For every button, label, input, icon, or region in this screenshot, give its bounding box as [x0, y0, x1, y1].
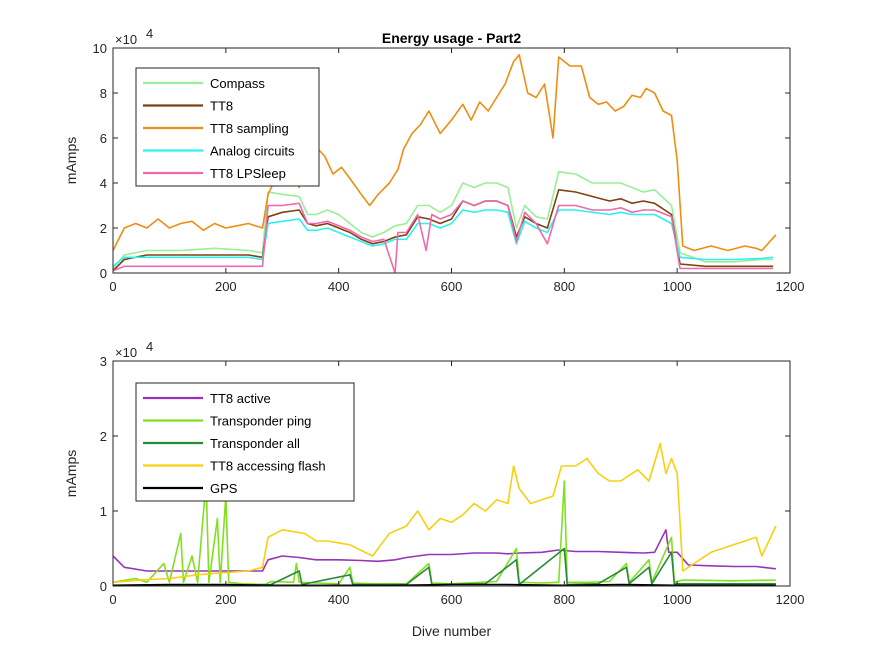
- x-tick-label-6: 1200: [776, 592, 805, 607]
- y-tick-label-4: 8: [100, 86, 107, 101]
- x-tick-label-5: 1000: [663, 592, 692, 607]
- y-exponent-label: ×10: [115, 32, 137, 47]
- series-line-4: [113, 200, 774, 273]
- legend-entry-2: TT8 sampling: [210, 121, 289, 136]
- x-tick-label-2: 400: [328, 279, 350, 294]
- x-tick-label-4: 800: [553, 279, 575, 294]
- y-exponent-label: ×10: [115, 345, 137, 360]
- y-tick-label-1: 2: [100, 221, 107, 236]
- x-axis-label: Dive number: [412, 623, 492, 639]
- chart-title: Energy usage - Part2: [382, 30, 521, 46]
- legend: TT8 active Transponder ping Transponder al…: [135, 382, 355, 502]
- x-tick-label-3: 600: [441, 279, 463, 294]
- legend-entry-1: TT8: [210, 99, 233, 114]
- x-tick-label-3: 600: [441, 592, 463, 607]
- x-tick-label-1: 200: [215, 279, 237, 294]
- series-line-3: [113, 209, 774, 267]
- legend-entry-3: TT8 accessing flash: [210, 459, 326, 474]
- series-line-2: [113, 547, 776, 586]
- legend-entry-4: TT8 LPSleep: [210, 166, 286, 181]
- y-axis-label: mAmps: [63, 450, 79, 497]
- legend-box: [135, 67, 320, 187]
- x-tick-label-5: 1000: [663, 279, 692, 294]
- legend-entry-1: Transponder ping: [210, 414, 311, 429]
- x-tick-label-4: 800: [553, 592, 575, 607]
- y-tick-label-5: 10: [93, 41, 107, 56]
- x-tick-label-1: 200: [215, 592, 237, 607]
- energy-chart-bottom: 0 200 400 600 800 1000 1200 0 1 2 3 ×10 4 mAmps Dive n…: [63, 339, 804, 639]
- y-tick-label-0: 0: [100, 579, 107, 594]
- legend-entry-2: Transponder all: [210, 436, 300, 451]
- x-tick-label-0: 0: [109, 279, 116, 294]
- y-tick-label-2: 4: [100, 176, 107, 191]
- series-line-0: [113, 529, 776, 572]
- y-tick-label-2: 2: [100, 429, 107, 444]
- legend-entry-0: Compass: [210, 76, 265, 91]
- series-group: [113, 54, 777, 273]
- series-line-1: [113, 189, 774, 272]
- y-exponent-power: 4: [146, 26, 153, 41]
- series-line-4: [113, 583, 776, 586]
- y-tick-label-1: 1: [100, 504, 107, 519]
- x-tick-label-2: 400: [328, 592, 350, 607]
- legend: Compass TT8 TT8 sampling Analog circuits TT8…: [135, 67, 320, 187]
- y-axis-label: mAmps: [63, 137, 79, 184]
- series-line-0: [113, 171, 774, 270]
- energy-chart-top: 0 200 400 600 800 1000 1200 0 2 4 6 8 10 ×10 4 Energy u…: [63, 26, 804, 294]
- y-tick-label-3: 6: [100, 131, 107, 146]
- x-tick-label-6: 1200: [776, 279, 805, 294]
- legend-entry-3: Analog circuits: [210, 144, 295, 159]
- y-exponent-power: 4: [146, 339, 153, 354]
- y-tick-label-0: 0: [100, 266, 107, 281]
- x-tick-label-0: 0: [109, 592, 116, 607]
- series-line-3: [113, 442, 777, 584]
- legend-entry-4: GPS: [210, 481, 238, 496]
- y-tick-label-3: 3: [100, 354, 107, 369]
- series-line-2: [113, 54, 777, 252]
- legend-entry-0: TT8 active: [210, 391, 271, 406]
